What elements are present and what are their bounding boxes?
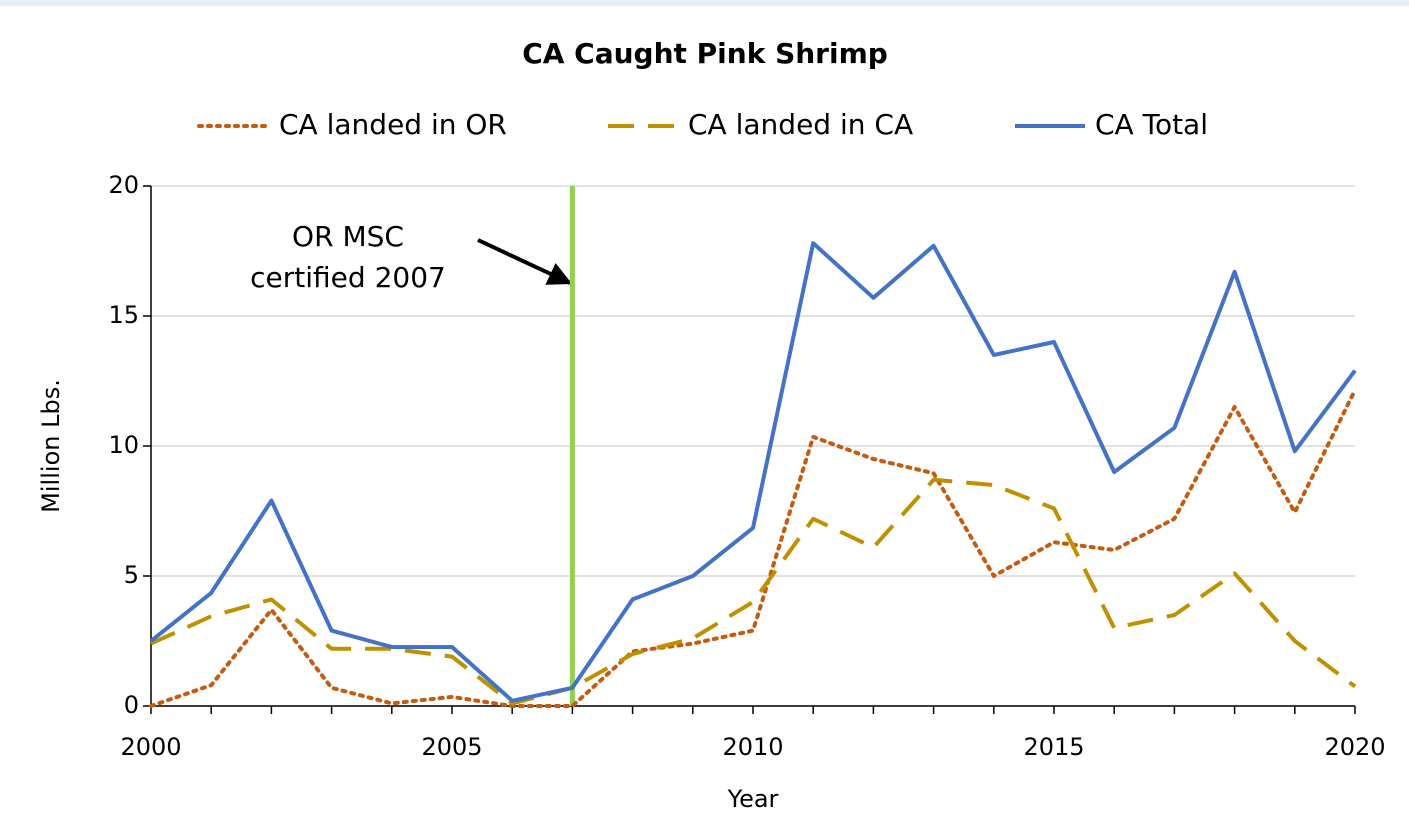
series-line — [149, 241, 1357, 703]
annotation-text: OR MSC — [292, 220, 404, 253]
top-strip — [0, 0, 1409, 6]
legend-label: CA landed in OR — [279, 108, 507, 141]
series-line — [150, 477, 1357, 706]
legend-label: CA Total — [1095, 108, 1208, 141]
series-line — [149, 388, 1357, 708]
annotation-arrow — [477, 238, 573, 285]
annotation-text: certified 2007 — [250, 261, 446, 294]
x-tick-label: 2015 — [1023, 733, 1084, 761]
y-tick-label: 10 — [108, 431, 139, 459]
y-tick-label: 0 — [124, 691, 139, 719]
x-axis-title: Year — [727, 785, 779, 813]
y-tick-label: 20 — [108, 171, 139, 199]
y-tick-label: 5 — [124, 561, 139, 589]
chart-title: CA Caught Pink Shrimp — [522, 37, 888, 70]
x-tick-label: 2010 — [722, 733, 783, 761]
y-tick-label: 15 — [108, 301, 139, 329]
y-axis-title: Million Lbs. — [37, 379, 65, 513]
x-tick-label: 2005 — [421, 733, 482, 761]
x-tick-label: 2020 — [1324, 733, 1385, 761]
x-tick-label: 2000 — [120, 733, 181, 761]
legend-label: CA landed in CA — [688, 108, 913, 141]
